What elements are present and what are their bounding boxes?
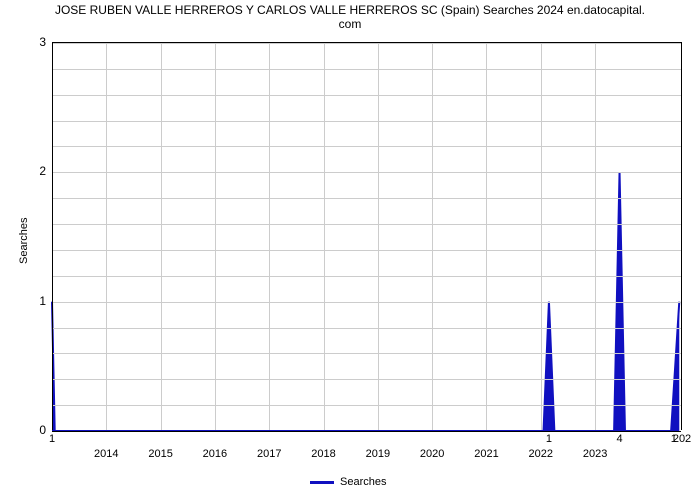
gridline-h-minor [52,121,681,122]
x-tick-label: 2014 [94,448,118,460]
x-tick-label: 2015 [148,448,172,460]
gridline-v [161,43,162,430]
title-line-1: JOSE RUBEN VALLE HERREROS Y CARLOS VALLE… [55,3,645,17]
legend-label: Searches [340,476,386,488]
legend-swatch [310,481,334,484]
x-tick-label: 2021 [474,448,498,460]
gridline-h-minor [52,379,681,380]
x-tick-label: 2019 [366,448,390,460]
gridline-h-minor [52,405,681,406]
gridline-h-minor [52,250,681,251]
gridline-v [106,43,107,430]
gridline-v [541,43,542,430]
gridline-v [269,43,270,430]
gridline-h-minor [52,353,681,354]
gridline-h-minor [52,276,681,277]
gridline-h-minor [52,328,681,329]
y-tick-label: 2 [30,164,46,178]
chart-title: JOSE RUBEN VALLE HERREROS Y CARLOS VALLE… [0,0,700,32]
gridline-h-minor [52,69,681,70]
y-tick-label: 1 [30,294,46,308]
plot-area [52,42,682,430]
gridline-v [215,43,216,430]
chart-container: JOSE RUBEN VALLE HERREROS Y CARLOS VALLE… [0,0,700,500]
x-tick-label: 2016 [203,448,227,460]
x-tick-label: 2017 [257,448,281,460]
gridline-h-major [52,43,681,44]
x-axis-line [52,431,681,432]
legend: Searches [310,476,386,488]
y-tick-label: 0 [30,423,46,437]
x-value-label: 1 [49,433,55,445]
x-tick-label: 2020 [420,448,444,460]
gridline-v [324,43,325,430]
x-tick-label: 2022 [529,448,553,460]
gridline-h-major [52,172,681,173]
gridline-v [378,43,379,430]
x-tick-label: 2023 [583,448,607,460]
title-line-2: com [339,17,362,31]
gridline-h-minor [52,146,681,147]
searches-series [52,43,682,431]
gridline-h-minor [52,198,681,199]
gridline-h-minor [52,224,681,225]
gridline-v [486,43,487,430]
gridline-h-minor [52,95,681,96]
x-value-label: 202 [673,433,691,445]
x-tick-label: 2018 [311,448,335,460]
y-tick-label: 3 [30,35,46,49]
y-axis-label: Searches [18,218,30,264]
y-axis-line [52,43,53,430]
x-value-label: 1 [546,433,552,445]
gridline-h-major [52,302,681,303]
gridline-v [432,43,433,430]
x-value-label: 4 [616,433,622,445]
gridline-v [595,43,596,430]
